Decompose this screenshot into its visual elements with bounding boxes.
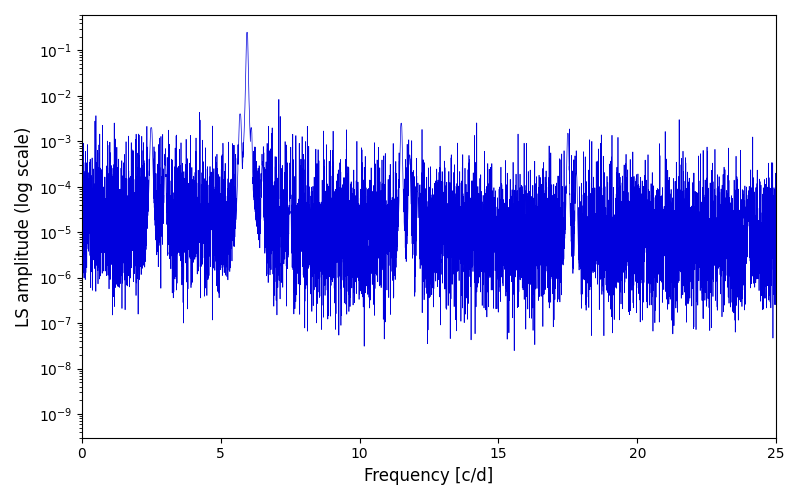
X-axis label: Frequency [c/d]: Frequency [c/d] — [364, 467, 494, 485]
Y-axis label: LS amplitude (log scale): LS amplitude (log scale) — [15, 126, 33, 326]
